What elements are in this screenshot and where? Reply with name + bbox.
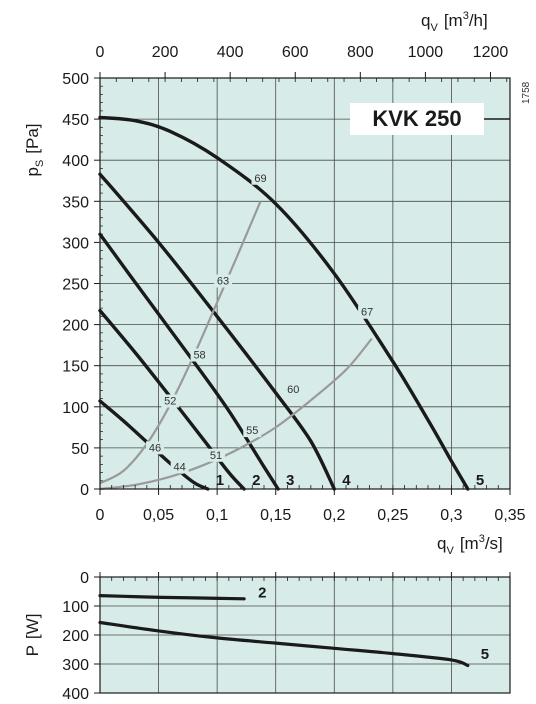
bottom-axis-subscript: V: [446, 545, 454, 557]
power-curves: [98, 594, 470, 668]
x-tick-label: 0,3: [440, 507, 462, 524]
sound-level-label: 44: [174, 461, 186, 473]
annotation-bg: [146, 441, 165, 455]
power-curve-2: [98, 594, 246, 601]
top-axis-unit-sup: 3: [463, 10, 469, 22]
power-y-tick-label: 300: [62, 657, 89, 674]
model-label: KVK 250: [372, 106, 461, 131]
annotation-bg: [284, 383, 303, 397]
bottom-axis-unit: [m: [460, 534, 479, 553]
sound-level-label: 58: [193, 349, 205, 361]
model-label-box: [350, 103, 484, 135]
x2-tick-label: 600: [282, 44, 309, 61]
y-tick-label: 350: [62, 194, 89, 211]
x2-tick-label: 800: [347, 44, 374, 61]
annotation-bg: [190, 348, 209, 362]
y-tick-label: 200: [62, 318, 89, 335]
fan-curve-4: [98, 172, 336, 491]
y-tick-label: 300: [62, 235, 89, 252]
power-axis-title: P [W]: [23, 614, 42, 657]
top-axis-title: qV [m3/h]: [421, 10, 488, 34]
y-tick-label: 0: [80, 482, 89, 499]
x2-tick-label: 0: [96, 44, 105, 61]
power-y-tick-label: 400: [62, 686, 89, 703]
top-axis-symbol: q: [421, 11, 430, 30]
sound-level-label: 69: [254, 173, 266, 185]
fan-curve-2: [98, 308, 246, 491]
curve-label-2: 2: [252, 472, 260, 489]
main-plot-frame: [99, 77, 511, 490]
power-y-tick-label: 200: [62, 628, 89, 645]
y-tick-label: 500: [62, 71, 89, 88]
power-curve-label-2: 2: [258, 585, 266, 602]
annotation-bg: [170, 460, 189, 474]
top-axis-subscript: V: [430, 22, 438, 34]
x-tick-label: 0,25: [377, 507, 408, 524]
power-y-tick-label: 100: [62, 599, 89, 616]
sound-level-label: 52: [164, 396, 176, 408]
x-tick-label: 0,05: [143, 507, 174, 524]
annotation-bg: [214, 274, 232, 288]
bottom-axis-title: qV [m3/s]: [437, 533, 503, 557]
power-curve-5: [98, 620, 470, 668]
y-tick-label: 150: [62, 359, 89, 376]
annotation-bg: [206, 448, 225, 462]
power-plot-frame: [99, 576, 511, 694]
sound-level-label: 63: [217, 276, 229, 288]
power-y-tick-label: 0: [80, 570, 89, 587]
annotation-bg: [243, 424, 262, 438]
fan-curve-5: [98, 115, 470, 491]
x-tick-label: 0,1: [206, 507, 228, 524]
sound-level-label: 67: [361, 307, 373, 319]
sound-level-label: 46: [149, 442, 161, 454]
bottom-axis-unit-sup: 3: [479, 533, 485, 545]
system-curve: [99, 337, 373, 491]
x2-tick-label: 400: [217, 44, 244, 61]
y-tick-label: 50: [71, 441, 89, 458]
y-axis-title: pS [Pa]: [23, 123, 46, 176]
x-tick-label: 0,15: [260, 507, 291, 524]
power-marks: 0 100 200 300 400 2 5: [62, 570, 511, 703]
x-tick-label: 0,35: [494, 507, 525, 524]
power-axis-symbol: P: [23, 645, 42, 656]
y-axis-subscript: S: [34, 160, 46, 167]
y-tick-label: 100: [62, 400, 89, 417]
top-axis-unit-end: /h]: [469, 11, 488, 30]
main-marks: 0 0,05 0,1 0,15 0,2 0,25 0,3 0,350 200 400 600 800 1…: [62, 44, 525, 524]
y-tick-label: 250: [62, 277, 89, 294]
x2-tick-label: 200: [152, 44, 179, 61]
svg-text:pS[Pa]: pS [Pa]: [23, 123, 46, 176]
y-axis-symbol: p: [23, 167, 42, 176]
sound-level-label: 60: [287, 384, 299, 396]
sound-level-label: 51: [210, 450, 222, 462]
bottom-axis-unit-end: /s]: [485, 534, 503, 553]
x-tick-label: 0,2: [323, 507, 345, 524]
curve-label-5: 5: [476, 472, 484, 489]
x-tick-label: 0: [96, 507, 105, 524]
y-axis-unit: [Pa]: [23, 123, 42, 153]
y-tick-label: 450: [62, 112, 89, 129]
power-curve-label-5: 5: [481, 646, 489, 663]
system-curve: [99, 200, 262, 485]
top-axis-unit: [m: [444, 11, 463, 30]
fan-curve-3: [98, 232, 280, 491]
x2-tick-label: 1000: [408, 44, 444, 61]
curve-label-3: 3: [286, 472, 294, 489]
bottom-axis-symbol: q: [437, 534, 446, 553]
x2-tick-label: 1200: [473, 44, 509, 61]
sound-level-label: 55: [246, 425, 258, 437]
curve-label-1: 1: [216, 472, 224, 489]
power-axis-unit: [W]: [23, 614, 42, 640]
annotation-bg: [161, 394, 180, 408]
power-grid: [100, 577, 510, 693]
y-tick-label: 400: [62, 153, 89, 170]
annotation-bg: [251, 171, 270, 185]
side-code: 1758: [521, 81, 532, 104]
svg-text:P[W]: P [W]: [23, 614, 42, 657]
annotation-bg: [358, 305, 377, 319]
main-curves: [98, 115, 470, 491]
curve-label-4: 4: [342, 472, 351, 489]
